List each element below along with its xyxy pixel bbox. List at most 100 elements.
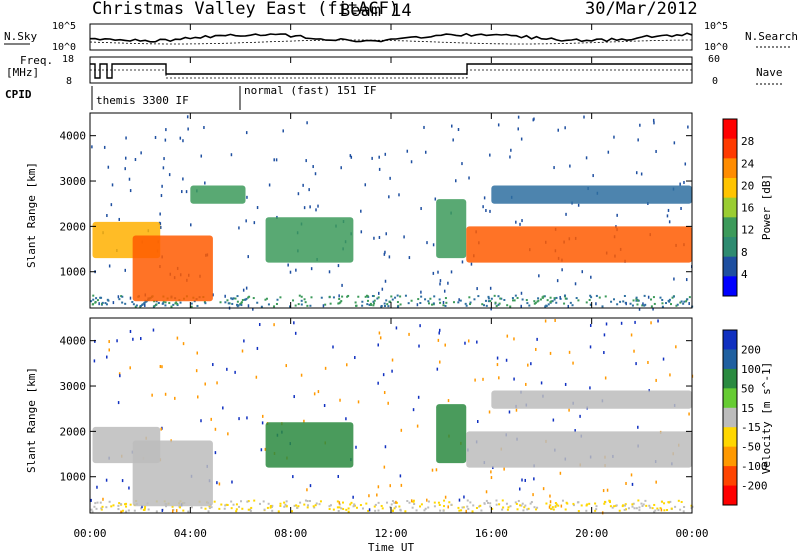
- ground-scatter-cell: [359, 504, 362, 507]
- sparse-echo-cell: [212, 363, 214, 367]
- sparse-echo-cell: [190, 223, 192, 227]
- ground-scatter-cell: [262, 500, 265, 503]
- sparse-echo-cell: [292, 475, 294, 479]
- nave-label: Nave: [756, 66, 783, 79]
- sparse-echo-cell: [308, 188, 310, 192]
- ground-scatter-cell: [364, 295, 367, 298]
- sparse-echo-cell: [368, 494, 370, 498]
- ground-scatter-cell: [549, 296, 552, 299]
- x-tick-label: 00:00: [675, 527, 708, 540]
- ground-scatter-cell: [619, 300, 622, 303]
- sparse-echo-cell: [151, 393, 153, 397]
- ground-scatter-cell: [670, 507, 673, 510]
- sparse-echo-cell: [381, 287, 384, 291]
- sparse-echo-cell: [247, 255, 249, 259]
- colorbar-swatch: [723, 276, 737, 297]
- ground-scatter-cell: [99, 501, 102, 504]
- sparse-echo-cell: [561, 268, 563, 272]
- colorbar-tick-label: -100: [741, 460, 768, 473]
- sparse-echo-cell: [515, 220, 517, 224]
- sparse-echo-cell: [603, 351, 605, 355]
- ground-scatter-cell: [120, 295, 123, 298]
- ground-scatter-cell: [143, 507, 146, 510]
- sparse-echo-cell: [431, 468, 434, 472]
- sparse-echo-cell: [470, 262, 473, 266]
- sparse-echo-cell: [275, 158, 278, 162]
- ground-scatter-cell: [462, 506, 465, 509]
- ground-scatter-cell: [125, 505, 128, 508]
- ground-scatter-cell: [131, 300, 134, 303]
- sparse-echo-cell: [556, 279, 559, 283]
- echo-region: [265, 422, 354, 468]
- ground-scatter-cell: [366, 295, 369, 298]
- ground-scatter-cell: [231, 302, 234, 305]
- ground-scatter-cell: [417, 298, 420, 301]
- ground-scatter-cell: [512, 299, 515, 302]
- ground-scatter-cell: [659, 296, 662, 299]
- ground-scatter-cell: [616, 303, 619, 306]
- ground-scatter-cell: [277, 510, 280, 513]
- ground-scatter-cell: [489, 505, 492, 508]
- sparse-echo-cell: [302, 183, 304, 187]
- ground-scatter-cell: [653, 302, 656, 305]
- sparse-echo-cell: [247, 304, 250, 308]
- ground-scatter-cell: [528, 304, 531, 307]
- ground-scatter-cell: [385, 299, 388, 302]
- sparse-echo-cell: [476, 340, 478, 344]
- sparse-echo-cell: [315, 208, 317, 212]
- ground-scatter-cell: [155, 300, 158, 303]
- ground-scatter-cell: [399, 509, 402, 512]
- sparse-echo-cell: [458, 498, 461, 502]
- ground-scatter-cell: [674, 505, 677, 508]
- sparse-echo-cell: [604, 376, 607, 380]
- ground-scatter-cell: [94, 301, 97, 304]
- ground-scatter-cell: [526, 508, 529, 511]
- sparse-echo-cell: [482, 205, 484, 209]
- ground-scatter-cell: [164, 304, 167, 307]
- ground-scatter-cell: [93, 505, 96, 508]
- sparse-echo-cell: [98, 302, 100, 306]
- sparse-echo-cell: [527, 363, 529, 367]
- sparse-echo-cell: [669, 373, 671, 377]
- ground-scatter-cell: [313, 506, 316, 509]
- sparse-echo-cell: [520, 304, 522, 308]
- ground-scatter-cell: [413, 503, 416, 506]
- ground-scatter-cell: [458, 509, 461, 512]
- ground-scatter-cell: [680, 500, 683, 503]
- sparse-echo-cell: [625, 302, 627, 306]
- ground-scatter-cell: [237, 304, 240, 307]
- ground-scatter-cell: [306, 504, 309, 507]
- ground-scatter-cell: [505, 502, 508, 505]
- ground-scatter-cell: [663, 509, 666, 512]
- ground-scatter-cell: [475, 506, 478, 509]
- ground-scatter-cell: [373, 299, 376, 302]
- sparse-echo-cell: [96, 485, 98, 489]
- sparse-echo-cell: [688, 302, 690, 306]
- freq-left-tick-bottom: 8: [66, 76, 72, 87]
- n-sky-label: N.Sky: [4, 30, 37, 43]
- ground-scatter-cell: [543, 295, 546, 298]
- ground-scatter-cell: [386, 303, 389, 306]
- colorbar-swatch: [723, 237, 737, 258]
- ground-scatter-cell: [489, 502, 492, 505]
- ground-scatter-cell: [609, 505, 612, 508]
- ground-scatter-cell: [338, 506, 341, 509]
- ground-scatter-cell: [339, 301, 342, 304]
- sparse-echo-cell: [309, 484, 312, 488]
- ground-scatter-cell: [240, 301, 243, 304]
- echo-region: [436, 199, 467, 259]
- sparse-echo-cell: [683, 180, 685, 184]
- sparse-echo-cell: [398, 193, 400, 197]
- ground-scatter-cell: [564, 294, 567, 297]
- sparse-echo-cell: [458, 298, 460, 302]
- y-tick-label: 2000: [60, 220, 87, 233]
- sparse-echo-cell: [503, 467, 505, 471]
- ground-scatter-cell: [117, 508, 120, 511]
- ground-scatter-cell: [328, 508, 331, 511]
- ground-scatter-cell: [672, 295, 675, 298]
- ground-scatter-cell: [645, 504, 648, 507]
- ground-scatter-cell: [284, 503, 287, 506]
- sparse-echo-cell: [496, 363, 499, 367]
- ground-scatter-cell: [283, 505, 286, 508]
- ground-scatter-cell: [472, 504, 475, 507]
